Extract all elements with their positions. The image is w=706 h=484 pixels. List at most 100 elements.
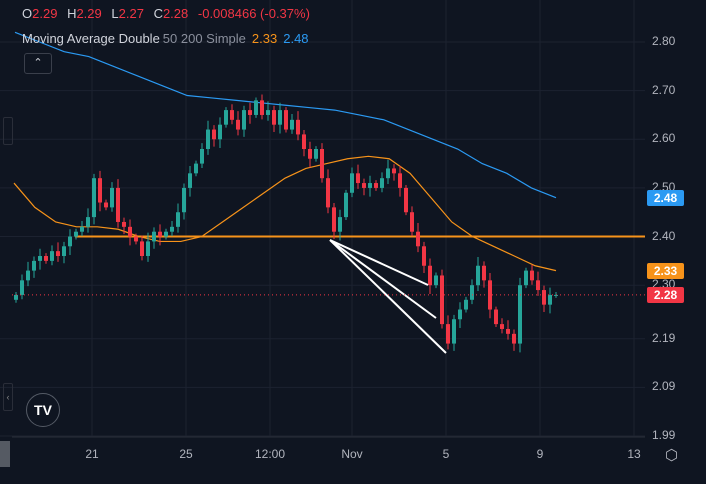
price-tag: 2.48 bbox=[647, 189, 684, 206]
candle-up bbox=[26, 270, 30, 281]
candle-down bbox=[482, 265, 486, 281]
candle-up bbox=[86, 217, 90, 227]
candle-up bbox=[266, 110, 270, 115]
candle-up bbox=[164, 231, 168, 237]
candle-down bbox=[392, 168, 396, 174]
candle-up bbox=[518, 285, 522, 344]
candle-down bbox=[530, 270, 534, 281]
candle-up bbox=[194, 163, 198, 174]
candle-down bbox=[308, 149, 312, 159]
candle-up bbox=[68, 236, 72, 247]
indicator-legend[interactable]: Moving Average Double 50 200 Simple 2.33 2.… bbox=[22, 31, 309, 46]
candle-down bbox=[440, 275, 444, 325]
candle-up bbox=[38, 256, 42, 261]
candle-down bbox=[158, 231, 162, 237]
candle-up bbox=[350, 173, 354, 193]
candle-up bbox=[80, 226, 84, 232]
candle-down bbox=[128, 226, 132, 237]
indicator-params: 50 200 Simple bbox=[162, 31, 246, 46]
settings-gear-icon[interactable]: ⬡ bbox=[665, 447, 679, 464]
candle-down bbox=[56, 251, 60, 257]
candle-up bbox=[470, 285, 474, 300]
candle-down bbox=[410, 212, 414, 232]
tradingview-logo[interactable]: TV bbox=[26, 393, 60, 427]
candle-up bbox=[314, 149, 318, 159]
candle-up bbox=[218, 124, 222, 140]
collapse-left-button[interactable]: ‹ bbox=[3, 383, 13, 411]
candle-up bbox=[290, 119, 294, 130]
close-label: C bbox=[153, 6, 163, 21]
candle-down bbox=[284, 110, 288, 130]
candle-down bbox=[416, 231, 420, 247]
low-value: 2.27 bbox=[118, 6, 144, 21]
candle-down bbox=[272, 110, 276, 125]
left-panel-toggle[interactable] bbox=[3, 117, 13, 145]
candle-up bbox=[254, 100, 258, 115]
candle-up bbox=[368, 183, 372, 188]
candle-up bbox=[152, 231, 156, 242]
time-label: 5 bbox=[442, 447, 450, 461]
candle-down bbox=[212, 129, 216, 140]
candle-down bbox=[296, 119, 300, 135]
candle-down bbox=[494, 309, 498, 325]
candle-up bbox=[92, 178, 96, 218]
candle-up bbox=[476, 265, 480, 286]
candle-down bbox=[398, 173, 402, 188]
candle-down bbox=[302, 134, 306, 150]
candle-down bbox=[248, 110, 252, 115]
candle-up bbox=[452, 319, 456, 344]
candle-down bbox=[332, 207, 336, 232]
trend-line bbox=[329, 239, 447, 354]
candle-up bbox=[188, 173, 192, 188]
candle-down bbox=[140, 241, 144, 257]
candle-up bbox=[434, 275, 438, 286]
candle-up bbox=[50, 251, 54, 261]
candle-down bbox=[506, 328, 510, 334]
trend-line bbox=[329, 239, 429, 286]
time-label: 25 bbox=[179, 447, 193, 461]
candle-up bbox=[548, 294, 552, 305]
candle-down bbox=[512, 333, 516, 344]
candle-down bbox=[374, 183, 378, 188]
ma200-value: 2.48 bbox=[283, 31, 309, 46]
candle-down bbox=[260, 100, 264, 115]
ma200-line bbox=[14, 31, 557, 199]
price-label: 2.60 bbox=[652, 131, 676, 146]
candle-up bbox=[206, 129, 210, 150]
close-value: 2.28 bbox=[162, 6, 189, 21]
candle-down bbox=[230, 110, 234, 120]
time-label: 9 bbox=[536, 447, 544, 461]
high-value: 2.29 bbox=[76, 6, 102, 21]
candle-down bbox=[542, 290, 546, 305]
candle-down bbox=[428, 265, 432, 286]
candle-up bbox=[182, 187, 186, 213]
candle-up bbox=[380, 178, 384, 188]
candle-up bbox=[146, 241, 150, 257]
candle-down bbox=[44, 256, 48, 261]
time-label: 13 bbox=[627, 447, 641, 461]
indicator-name: Moving Average Double bbox=[22, 31, 160, 46]
candle-down bbox=[116, 187, 120, 222]
high-label: H bbox=[67, 6, 77, 21]
candle-up bbox=[74, 231, 78, 237]
candle-up bbox=[464, 299, 468, 310]
candle-up bbox=[344, 192, 348, 218]
low-label: L bbox=[111, 6, 119, 21]
price-tag: 2.33 bbox=[647, 262, 684, 279]
price-label: 2.19 bbox=[652, 330, 676, 345]
time-label: 12:00 bbox=[254, 447, 286, 461]
price-tag: 2.28 bbox=[647, 286, 684, 303]
left-scroll-handle[interactable] bbox=[0, 441, 10, 467]
price-label: 2.80 bbox=[652, 34, 676, 48]
candle-up bbox=[386, 168, 390, 179]
ohlc-legend: O2.29 H2.29 L2.27 C2.28 -0.008466 (-0.37… bbox=[22, 6, 316, 21]
candle-down bbox=[404, 187, 408, 213]
candle-up bbox=[170, 226, 174, 232]
candle-down bbox=[134, 236, 138, 242]
collapse-legend-button[interactable]: ⌃ bbox=[24, 53, 52, 74]
open-label: O bbox=[22, 6, 33, 21]
candle-up bbox=[62, 246, 66, 257]
chevron-up-icon: ⌃ bbox=[33, 57, 43, 69]
candle-up bbox=[176, 212, 180, 227]
